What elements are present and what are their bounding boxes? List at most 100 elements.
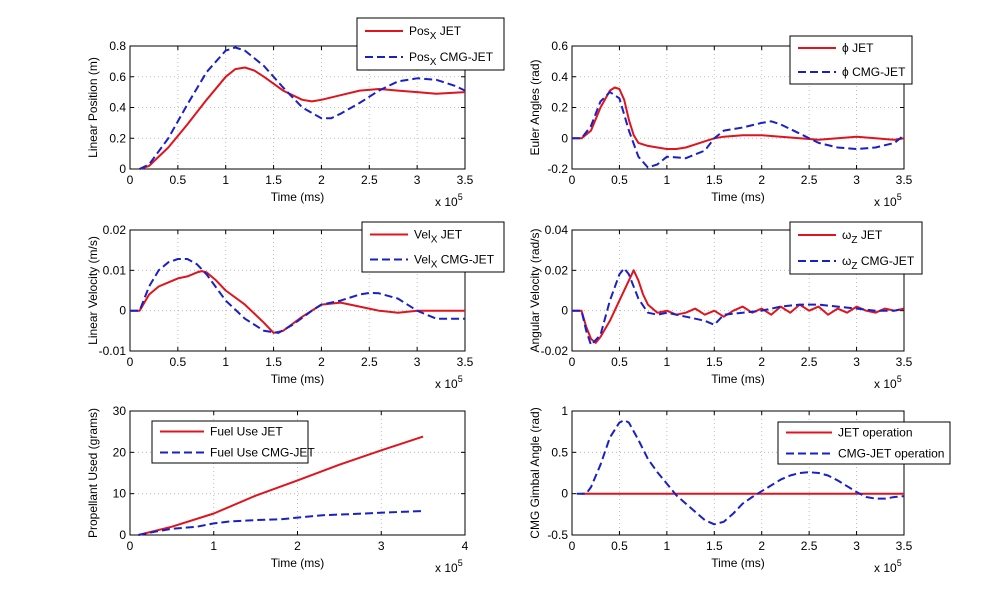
y-tick-label: 0 bbox=[561, 487, 568, 501]
series-line-cmg-jet bbox=[576, 419, 905, 526]
x-tick-label: 0 bbox=[127, 355, 134, 369]
x-tick-label: 0.5 bbox=[611, 355, 628, 369]
x-tick-label: 2 bbox=[758, 173, 765, 187]
legend-label-suffix: CMG-JET bbox=[437, 253, 494, 267]
legend-label-subscript: X bbox=[431, 235, 438, 246]
series-line-jet bbox=[139, 66, 466, 170]
x-tick-label: 4 bbox=[462, 539, 469, 553]
y-tick-label: 0.4 bbox=[109, 101, 126, 115]
x-axis-label: Time (ms) bbox=[711, 556, 765, 570]
legend-label: JET operation bbox=[838, 426, 913, 440]
x-multiplier-exponent: 5 bbox=[897, 558, 902, 568]
x-tick-label: 2 bbox=[758, 539, 765, 553]
legend-label: ωZ CMG-JET bbox=[842, 254, 915, 272]
y-tick-label: 0.02 bbox=[545, 263, 569, 277]
legend-label-name: CMG-JET operation bbox=[838, 447, 944, 461]
y-tick-label: 0.8 bbox=[109, 39, 126, 53]
legend-label: Fuel Use JET bbox=[210, 425, 283, 439]
x-multiplier-exponent: 5 bbox=[458, 374, 463, 384]
legend-label-name: Fuel Use CMG-JET bbox=[210, 446, 315, 460]
y-axis-label: Angular Velocity (rad/s) bbox=[528, 228, 542, 352]
legend-label-name: JET operation bbox=[838, 426, 913, 440]
legend: ωZ JET ωZ CMG-JET bbox=[789, 221, 923, 275]
legend-label: VelX CMG-JET bbox=[414, 253, 495, 271]
x-axis-label: Time (ms) bbox=[271, 556, 325, 570]
x-tick-label: 0 bbox=[127, 539, 134, 553]
x-tick-label: 3 bbox=[853, 539, 860, 553]
legend-label-suffix: CMG-JET bbox=[436, 50, 493, 64]
legend-box bbox=[777, 421, 951, 465]
legend-box bbox=[151, 420, 309, 464]
x-tick-label: 0.5 bbox=[170, 355, 187, 369]
x-tick-label: 0 bbox=[569, 539, 576, 553]
legend-label: Fuel Use CMG-JET bbox=[210, 446, 315, 460]
y-tick-label: 0.2 bbox=[551, 101, 568, 115]
x-tick-label: 1 bbox=[664, 173, 671, 187]
legend: PosX JET PosX CMG-JET bbox=[356, 17, 505, 71]
legend-label-suffix: CMG-JET bbox=[857, 254, 914, 268]
legend-label-name: ω bbox=[842, 254, 851, 268]
x-tick-label: 1.5 bbox=[706, 539, 723, 553]
legend-label-suffix: JET bbox=[436, 24, 461, 38]
x-tick-label: 0.5 bbox=[611, 539, 628, 553]
legend-label: CMG-JET operation bbox=[838, 447, 944, 461]
y-tick-label: 0.01 bbox=[103, 263, 127, 277]
x-tick-label: 2 bbox=[318, 355, 325, 369]
y-tick-label: -0.5 bbox=[547, 528, 568, 542]
legend-label-name: Vel bbox=[414, 253, 431, 267]
x-tick-label: 2 bbox=[318, 173, 325, 187]
legend-label-suffix: CMG-JET bbox=[849, 65, 906, 79]
y-axis-label: CMG Gimbal Angle (rad) bbox=[528, 407, 542, 538]
x-tick-label: 3.5 bbox=[896, 355, 913, 369]
y-tick-label: 20 bbox=[113, 445, 127, 459]
y-tick-label: 10 bbox=[113, 487, 127, 501]
legend-label: ϕ CMG-JET bbox=[842, 65, 906, 79]
legend-label: ωZ JET bbox=[842, 228, 883, 246]
x-multiplier-exponent: 5 bbox=[458, 558, 463, 568]
x-axis-label: Time (ms) bbox=[271, 372, 325, 386]
y-axis-label: Linear Position (m) bbox=[86, 57, 100, 158]
legend-label: PosX JET bbox=[409, 24, 462, 42]
x-axis-label: Time (ms) bbox=[711, 190, 765, 204]
legend-label-name: Pos bbox=[409, 50, 430, 64]
x-tick-label: 0.5 bbox=[170, 173, 187, 187]
x-tick-label: 3 bbox=[414, 355, 421, 369]
x-tick-label: 2 bbox=[294, 539, 301, 553]
legend-box bbox=[789, 221, 923, 275]
legend-label-name: Pos bbox=[409, 24, 430, 38]
legend-label-subscript: Z bbox=[851, 235, 857, 246]
series-line-jet bbox=[130, 270, 465, 334]
y-tick-label: 0 bbox=[119, 162, 126, 176]
x-multiplier: x 105 bbox=[435, 192, 463, 209]
x-tick-label: 2.5 bbox=[801, 355, 818, 369]
legend-label-subscript: Z bbox=[851, 261, 857, 272]
x-multiplier: x 105 bbox=[874, 374, 902, 391]
y-tick-label: 0.6 bbox=[551, 39, 568, 53]
legend-box bbox=[356, 17, 505, 71]
y-tick-label: 0.04 bbox=[545, 223, 569, 237]
legend: JET operation CMG-JET operation bbox=[777, 421, 951, 465]
y-axis-label: Linear Velocity (m/s) bbox=[86, 236, 100, 345]
legend-label-suffix: JET bbox=[857, 228, 882, 242]
legend-box bbox=[789, 35, 913, 85]
x-tick-label: 1 bbox=[210, 539, 217, 553]
chart-panel-1: 0 0.5 1 1.5 2 2.5 3 3.5 0 0.2 0.4 0.6 0.8 Time (ms) Li… bbox=[86, 17, 505, 209]
legend-label-suffix: JET bbox=[849, 41, 874, 55]
x-tick-label: 3.5 bbox=[457, 355, 474, 369]
legend-label-name: ϕ bbox=[842, 41, 849, 55]
y-tick-label: 0 bbox=[119, 304, 126, 318]
x-tick-label: 3 bbox=[853, 173, 860, 187]
series-line-jet bbox=[138, 435, 424, 536]
y-tick-label: -0.02 bbox=[541, 344, 569, 358]
x-axis-label: Time (ms) bbox=[271, 190, 325, 204]
x-tick-label: 1.5 bbox=[706, 173, 723, 187]
x-tick-label: 1.5 bbox=[265, 173, 282, 187]
legend-label: PosX CMG-JET bbox=[409, 50, 494, 68]
y-tick-label: -0.01 bbox=[99, 344, 127, 358]
legend-label-name: ϕ bbox=[842, 65, 849, 79]
